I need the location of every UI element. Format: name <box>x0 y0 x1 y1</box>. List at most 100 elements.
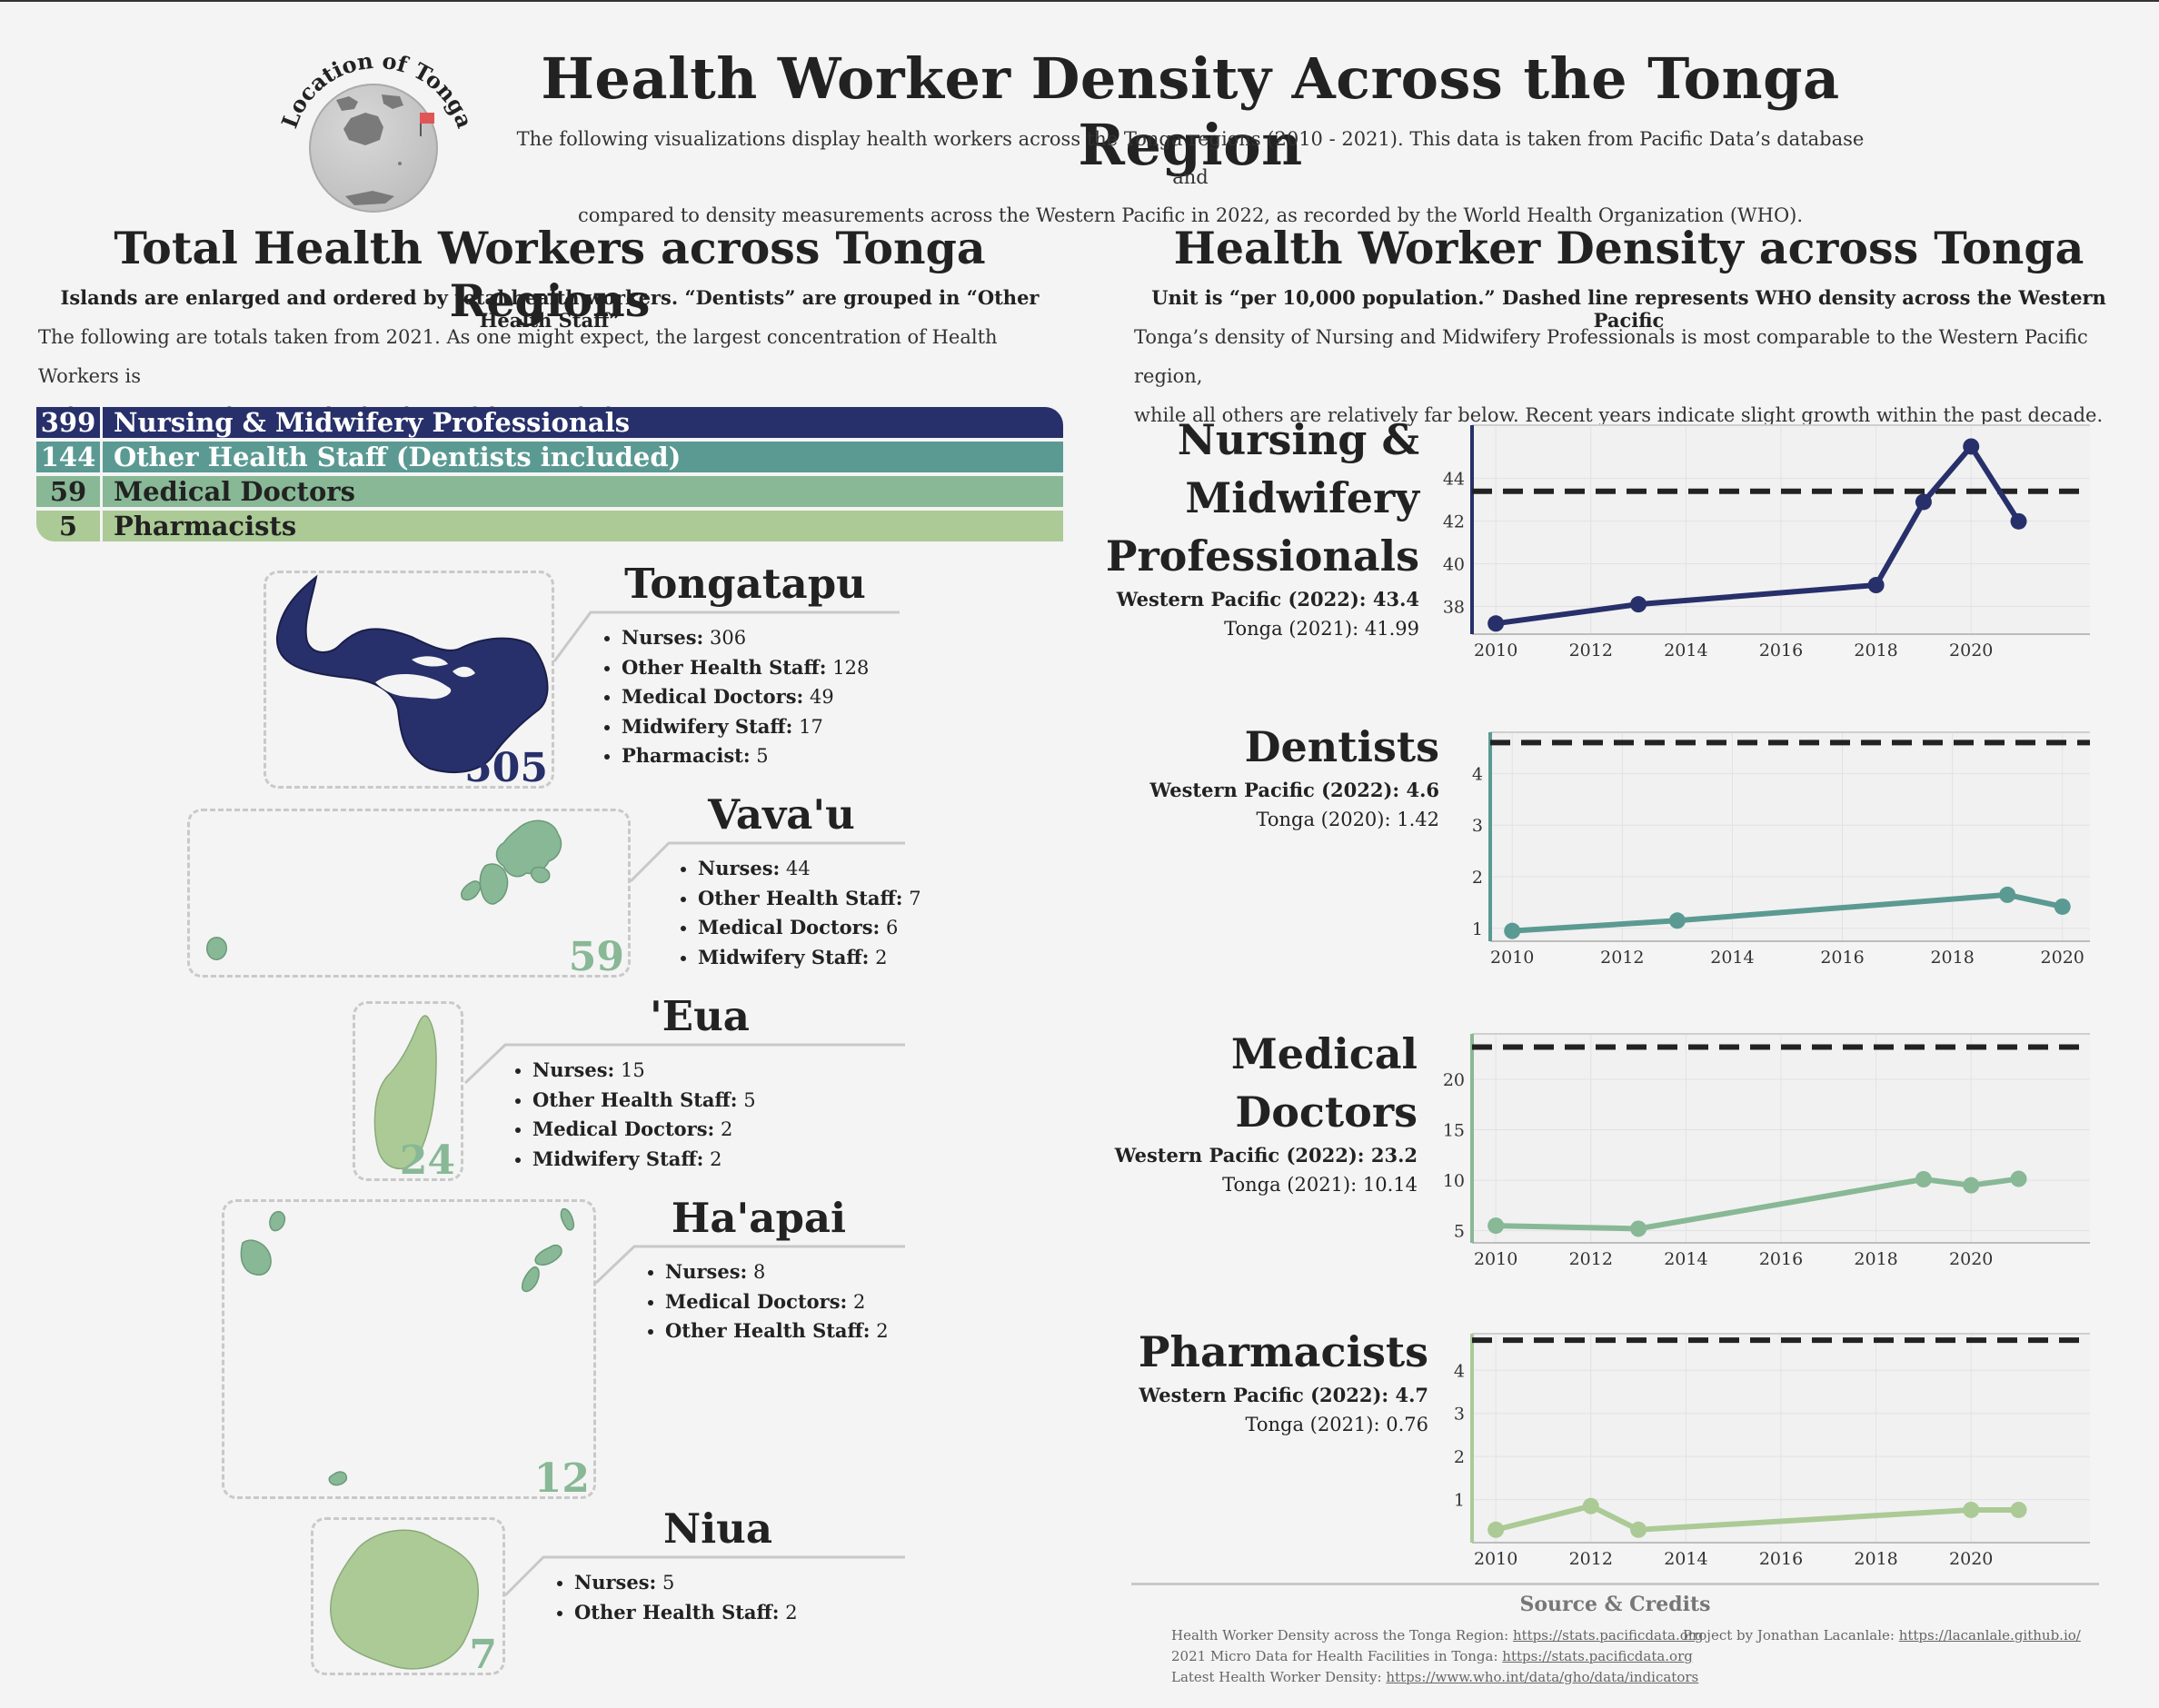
y-tick-label: 3 <box>1472 816 1483 836</box>
y-tick-label: 42 <box>1443 512 1465 532</box>
stat-item: Pharmacist: 5 <box>622 741 869 771</box>
island-stats-tongatapu: Nurses: 306 Other Health Staff: 128 Medi… <box>602 623 869 771</box>
data-point <box>1504 922 1521 939</box>
total-label: Medical Doctors <box>114 476 355 507</box>
chart-title: Dentists <box>1244 722 1439 771</box>
connector-line <box>503 1555 905 1597</box>
island-box-tongatapu: 505 <box>264 571 554 791</box>
eua-map <box>373 1015 437 1169</box>
total-value: 59 <box>36 476 103 507</box>
chart-nursing: 2010 2012 2014 2016 2018 2020 38 40 42 44 <box>1443 424 2090 660</box>
stat-item: Nurses: 5 <box>574 1568 798 1598</box>
chart-doctors: 2010 2012 2014 2016 2018 2020 5 10 15 20 <box>1443 1033 2090 1269</box>
x-tick-label: 2018 <box>1854 1249 1897 1269</box>
island-stats-haapai: Nurses: 8 Medical Doctors: 2 Other Healt… <box>645 1257 889 1346</box>
x-tick-label: 2012 <box>1600 948 1644 968</box>
series-line <box>1512 891 2064 934</box>
haapai-map <box>240 1207 575 1486</box>
total-value: 144 <box>36 442 103 472</box>
chart-title: Pharmacists <box>1138 1327 1428 1376</box>
island-box-niua: 7 <box>311 1517 505 1678</box>
data-point <box>2054 898 2071 915</box>
x-tick-label: 2014 <box>1664 1549 1707 1569</box>
credits-title: Source & Credits <box>1519 1593 1711 1616</box>
connector-line <box>629 841 905 883</box>
credit-link[interactable]: https://stats.pacificdata.org <box>1512 1627 1704 1643</box>
island-stats-eua: Nurses: 15 Other Health Staff: 5 Medical… <box>512 1056 756 1174</box>
y-tick-label: 5 <box>1454 1222 1465 1242</box>
island-total: 7 <box>469 1632 497 1678</box>
chart-tonga-value: Tonga (2021): 0.76 <box>1245 1414 1428 1435</box>
credit-link[interactable]: https://lacanlale.github.io/ <box>1898 1627 2081 1643</box>
chart-tonga-value: Tonga (2021): 10.14 <box>1222 1174 1418 1196</box>
credit-project: Project by Jonathan Lacanlale: https://l… <box>1683 1627 2081 1643</box>
data-point <box>1963 438 1980 455</box>
x-tick-label: 2018 <box>1854 1549 1897 1569</box>
data-point <box>1963 1501 1980 1518</box>
data-point <box>1999 886 2016 903</box>
chart-title: Nursing & <box>1177 415 1419 464</box>
data-point <box>1867 577 1885 594</box>
island-total: 505 <box>464 745 548 791</box>
stat-item: Nurses: 8 <box>665 1257 889 1287</box>
y-tick-label: 20 <box>1443 1070 1465 1090</box>
island-box-eua: 24 <box>353 1001 463 1184</box>
x-tick-label: 2014 <box>1664 1249 1707 1269</box>
y-tick-label: 38 <box>1443 597 1465 617</box>
total-row-doctors: 59 Medical Doctors <box>36 476 1063 507</box>
page-title: Health Worker Density Across the Tonga R… <box>541 45 1840 178</box>
chart-wp-value: Western Pacific (2022): 23.2 <box>1114 1144 1418 1167</box>
x-tick-label: 2020 <box>1949 640 1993 660</box>
page-subtitle-line-2: compared to density measurements across … <box>577 204 1804 226</box>
island-stats-niua: Nurses: 5 Other Health Staff: 2 <box>554 1568 798 1627</box>
data-point <box>2010 512 2027 530</box>
x-tick-label: 2020 <box>2041 948 2084 968</box>
stat-item: Other Health Staff: 5 <box>532 1086 756 1116</box>
x-tick-label: 2018 <box>1930 948 1974 968</box>
data-point <box>1963 1177 1980 1194</box>
chart-pharmacists: 2010 2012 2014 2016 2018 2020 1 2 3 4 <box>1454 1333 2090 1569</box>
island-name-eua: 'Eua <box>650 992 750 1040</box>
y-tick-label: 3 <box>1454 1405 1465 1425</box>
chart-label-pharmacists: Pharmacists Western Pacific (2022): 4.7 … <box>1090 1323 1428 1439</box>
x-tick-label: 2010 <box>1490 948 1534 968</box>
connector-line <box>463 1043 905 1085</box>
chart-label-dentists: Dentists Western Pacific (2022): 4.6 Ton… <box>1090 718 1439 834</box>
x-tick-label: 2018 <box>1854 640 1897 660</box>
chart-dentists: 2010 2012 2014 2016 2018 2020 1 2 3 4 <box>1472 731 2090 968</box>
chart-label-nursing: Nursing & Midwifery Professionals Wester… <box>1090 411 1419 643</box>
credit-line-2: 2021 Micro Data for Health Facilities in… <box>1171 1648 1693 1664</box>
chart-wp-value: Western Pacific (2022): 4.7 <box>1139 1384 1428 1406</box>
top-border <box>0 0 2159 2</box>
y-tick-label: 2 <box>1454 1447 1465 1467</box>
data-point <box>1668 912 1686 929</box>
x-tick-label: 2012 <box>1569 640 1613 660</box>
stat-item: Other Health Staff: 2 <box>665 1316 889 1346</box>
chart-tonga-value: Tonga (2020): 1.42 <box>1256 809 1439 830</box>
x-tick-label: 2010 <box>1474 1549 1517 1569</box>
stat-item: Midwifery Staff: 17 <box>622 712 869 742</box>
credit-link[interactable]: https://www.who.int/data/gho/data/indica… <box>1386 1669 1699 1685</box>
island-stats-vavau: Nurses: 44 Other Health Staff: 7 Medical… <box>678 854 921 972</box>
left-section-subtitle: Islands are enlarged and ordered by tota… <box>60 286 1040 332</box>
total-label: Pharmacists <box>114 511 297 541</box>
y-tick-label: 15 <box>1443 1121 1465 1141</box>
x-tick-label: 2010 <box>1474 1249 1517 1269</box>
island-name-niua: Niua <box>662 1504 773 1553</box>
x-tick-label: 2014 <box>1664 640 1707 660</box>
stat-item: Medical Doctors: 49 <box>622 682 869 712</box>
tongatapu-map <box>275 574 549 774</box>
credit-line-1: Health Worker Density across the Tonga R… <box>1171 1627 1704 1643</box>
data-point <box>1915 493 1932 511</box>
globe-icon: Location of Tonga <box>276 47 478 213</box>
stat-item: Other Health Staff: 2 <box>574 1598 798 1628</box>
chart-title: Medical Doctors <box>1230 1029 1418 1137</box>
left-section-title: Total Health Workers across Tonga Region… <box>114 222 986 327</box>
vavau-map <box>205 819 562 960</box>
credit-link[interactable]: https://stats.pacificdata.org <box>1502 1648 1693 1664</box>
x-tick-label: 2020 <box>1949 1549 1993 1569</box>
x-tick-label: 2012 <box>1569 1249 1613 1269</box>
y-tick-label: 40 <box>1443 555 1465 575</box>
data-point <box>1630 596 1647 613</box>
island-name-vavau: Vava'u <box>708 790 855 839</box>
